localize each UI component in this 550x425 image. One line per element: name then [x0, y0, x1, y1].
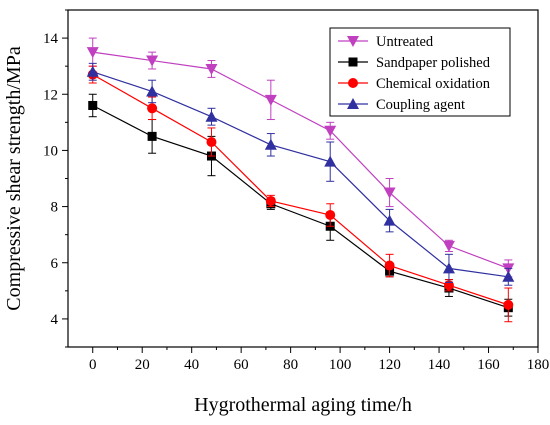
x-tick-label: 100	[329, 357, 352, 373]
series-line	[92, 74, 509, 306]
data-point	[86, 65, 99, 77]
y-tick-label: 12	[43, 87, 58, 103]
data-point	[264, 138, 277, 150]
series-untreated	[86, 37, 515, 278]
legend-label: Sandpaper polished	[376, 55, 491, 71]
y-tick-label: 4	[51, 312, 59, 328]
x-tick-label: 160	[477, 357, 500, 373]
data-point	[324, 155, 337, 167]
series-layer	[86, 37, 515, 323]
y-axis: 4 6 8 10 12 14	[43, 9, 68, 348]
legend: Untreated Sandpaper polished Chemical oxid…	[329, 27, 511, 117]
series-line	[92, 51, 509, 269]
data-point	[147, 103, 158, 114]
legend-item: Sandpaper polished	[338, 55, 491, 71]
x-tick-label: 0	[89, 357, 97, 373]
data-point	[383, 214, 396, 226]
data-point	[383, 187, 396, 199]
y-tick-label: 6	[51, 256, 59, 272]
y-tick-label: 8	[51, 200, 59, 216]
legend-item: Untreated	[338, 34, 434, 50]
legend-label: Chemical oxidation	[376, 76, 491, 92]
data-point	[205, 63, 218, 75]
data-point	[265, 195, 276, 206]
legend-item: Coupling agent	[338, 97, 465, 113]
y-tick-label: 14	[43, 31, 59, 47]
x-tick-label: 140	[428, 357, 451, 373]
data-point	[502, 270, 515, 282]
x-tick-label: 120	[378, 357, 401, 373]
data-point	[442, 240, 455, 252]
x-tick-label: 60	[234, 357, 249, 373]
data-point	[147, 131, 157, 141]
x-tick-label: 80	[283, 357, 298, 373]
data-point	[325, 210, 336, 221]
data-point	[146, 55, 159, 67]
legend-marker	[348, 78, 358, 88]
x-tick-label: 40	[184, 357, 199, 373]
data-point	[264, 94, 277, 106]
data-point	[324, 125, 337, 137]
x-tick-label: 180	[527, 357, 550, 373]
y-tick-label: 10	[43, 143, 58, 159]
x-axis-title: Hygrothermal aging time/h	[194, 394, 412, 416]
legend-label: Coupling agent	[376, 97, 465, 113]
series-line	[92, 71, 509, 278]
legend-item: Chemical oxidation	[338, 76, 491, 92]
series-coupling-agent	[86, 62, 515, 286]
legend-label: Untreated	[376, 34, 434, 50]
legend-box	[329, 27, 511, 117]
data-point	[86, 47, 99, 59]
data-point	[503, 299, 514, 310]
data-point	[442, 262, 455, 274]
legend-marker	[347, 36, 359, 47]
data-point	[88, 100, 98, 110]
legend-marker	[347, 98, 359, 109]
y-axis-title: Compressive shear strength/MPa	[3, 46, 25, 311]
data-point	[205, 110, 218, 122]
legend-marker	[348, 57, 358, 67]
x-tick-label: 20	[135, 357, 150, 373]
series-line	[92, 104, 509, 309]
data-point	[206, 136, 217, 147]
x-axis: 0 20 40 60 80 100 120 140 160 180	[89, 347, 549, 373]
data-point	[146, 85, 159, 97]
data-point	[384, 260, 395, 271]
